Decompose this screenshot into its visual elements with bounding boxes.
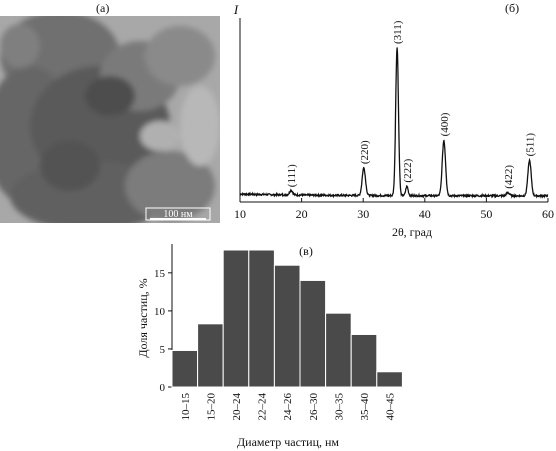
xrd-x-tick-label: 40 [419,207,431,221]
hist-x-tick-label: 10–15 [180,393,192,421]
xrd-xlabel: 2θ, град [392,225,432,239]
hist-y-tick-label: 10 [154,306,166,318]
hist-x-tick-label: 15–20 [205,393,217,421]
hist-bar [248,249,275,388]
hist-y-tick-label: 0 [160,382,166,394]
panel-c-label: (в) [299,244,313,258]
hist-x-tick-label: 24–26 [282,393,294,421]
hist-bar [350,333,378,388]
hist-x-tick-label: 20–24 [231,393,243,421]
xrd-x-tick-label: 30 [357,207,369,221]
xrd-peak-label: (311) [392,20,404,44]
xrd-curve [239,47,549,199]
tem-micrograph: 100 нм [0,16,220,223]
xrd-x-tick-label: 20 [296,207,308,221]
hist-ylabel: Доля частиц, % [136,278,150,357]
hist-y-tick-label: 5 [160,344,166,356]
hist-bar [171,349,199,388]
xrd-x-tick-label: 10 [234,207,246,221]
xrd-peak-label: (422) [503,165,515,189]
xrd-peak-label: (220) [359,140,371,164]
xrd-peak-label: (111) [286,164,298,187]
hist-y-tick-label: 15 [154,268,166,280]
hist-x-tick-label: 22–24 [257,393,269,421]
xrd-peak-label: (400) [439,112,451,136]
hist-x-tick-label: 30–35 [333,393,345,421]
hist-x-tick-label: 35–40 [359,393,371,421]
hist-xlabel: Диаметр частиц, нм [237,435,339,449]
xrd-ylabel: I [233,2,239,17]
hist-bar [197,323,224,388]
xrd-peak-label: (222) [402,158,414,182]
hist-bar [376,371,403,388]
hist-bar [299,279,327,388]
xrd-x-tick-label: 50 [480,207,492,221]
xrd-peak-label: (511) [525,133,537,157]
xrd-x-tick-label: 60 [542,207,554,221]
panel-a-label: (a) [96,1,110,15]
hist-x-tick-label: 40–45 [385,393,397,421]
hist-bar [273,264,301,388]
hist-bar [222,249,250,388]
xrd-x-ticks: 10 20 30 40 50 60 [234,198,554,221]
hist-bars [171,249,403,388]
hist-x-tick-labels: 10–15 15–20 20–24 22–24 24–26 26–30 30–35 35–40… [180,393,397,421]
panel-b-label: (б) [505,1,520,15]
scale-bar-text: 100 нм [163,209,193,220]
hist-x-tick-label: 26–30 [308,393,320,421]
hist-bar [325,312,352,388]
hist-y-ticks: 0 5 10 15 [154,268,172,394]
tem-particles [0,16,220,223]
xrd-peak-labels: (111) (220) (311) (222) (400) (422) (511) [286,20,536,189]
